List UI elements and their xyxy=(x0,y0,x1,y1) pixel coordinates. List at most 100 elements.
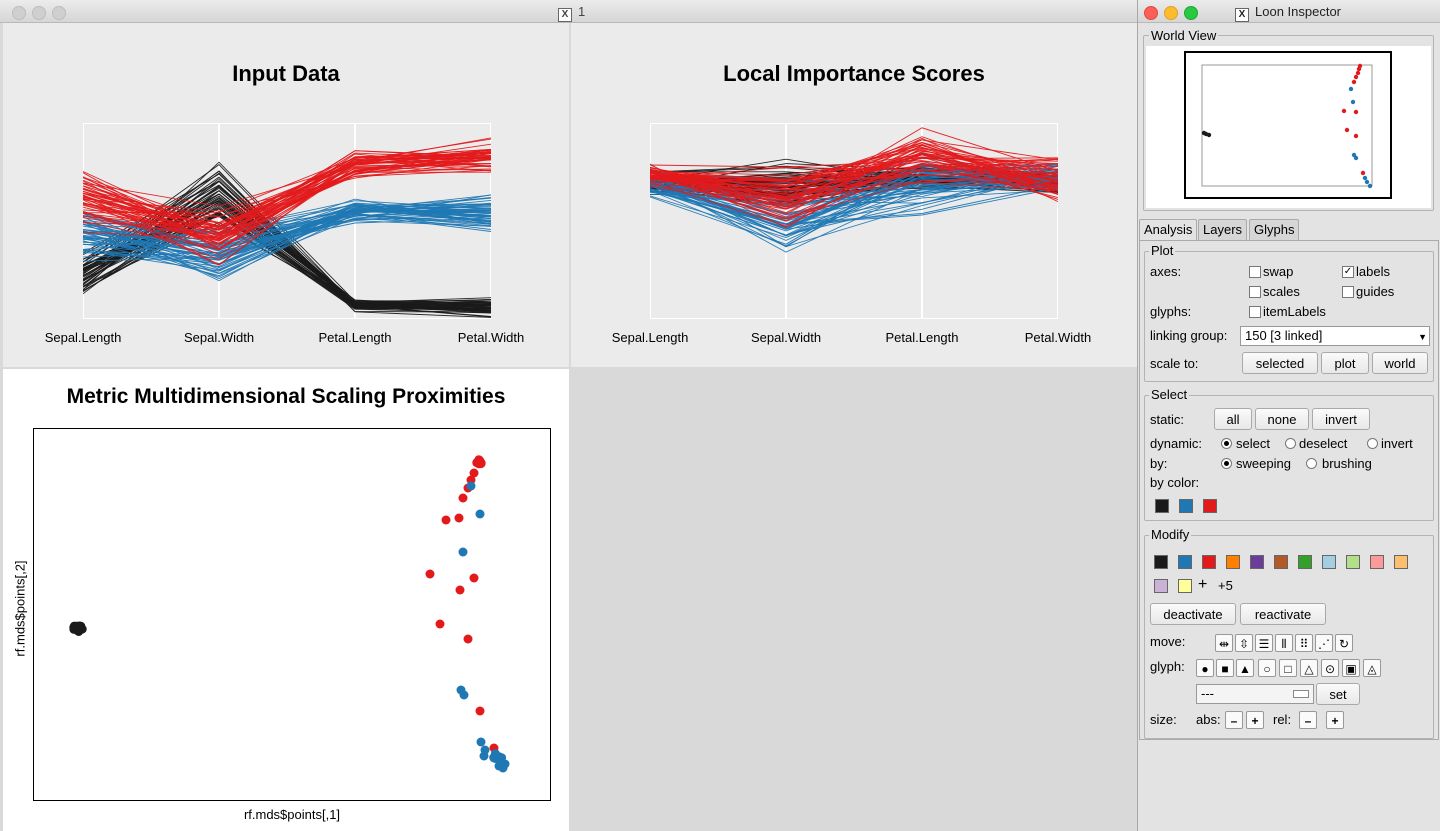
select-invert-button[interactable]: invert xyxy=(1312,408,1370,430)
scales-checkbox[interactable] xyxy=(1249,286,1261,298)
move-hdist-icon[interactable]: ☰ xyxy=(1255,634,1273,652)
glyph-triangle-dot-icon[interactable]: ◬ xyxy=(1363,659,1381,677)
data-point xyxy=(458,493,468,503)
glyph-set-button[interactable]: set xyxy=(1316,683,1360,705)
data-line xyxy=(83,157,491,214)
modify-group-label: Modify xyxy=(1149,527,1192,542)
inspector-titlebar[interactable]: X Loon Inspector xyxy=(1138,0,1440,23)
tab-glyphs[interactable]: Glyphs xyxy=(1249,219,1300,240)
data-line xyxy=(83,156,491,231)
by-brushing-radio[interactable] xyxy=(1306,458,1317,469)
modify-color-swatch[interactable] xyxy=(1274,555,1288,569)
glyph-select[interactable]: --- xyxy=(1196,684,1314,704)
modify-color-swatch[interactable] xyxy=(1394,555,1408,569)
scale-to-world-button[interactable]: world xyxy=(1372,352,1428,374)
select-none-button[interactable]: none xyxy=(1255,408,1309,430)
inspector-zoom-button[interactable] xyxy=(1184,6,1198,20)
mds-scatterplot[interactable] xyxy=(33,428,551,801)
importance-plot[interactable]: Local Importance Scores Sepal.Length Sep… xyxy=(571,23,1137,367)
linking-group-select[interactable]: 150 [3 linked] ▼ xyxy=(1240,326,1430,346)
glyph-square-filled-icon[interactable]: ■ xyxy=(1216,659,1234,677)
glyph-circle-open-icon[interactable]: ○ xyxy=(1258,659,1276,677)
modify-color-swatch[interactable] xyxy=(1202,555,1216,569)
zoom-window-button[interactable] xyxy=(52,6,66,20)
size-rel-increase-button[interactable]: + xyxy=(1326,711,1344,729)
size-abs-increase-button[interactable]: + xyxy=(1246,711,1264,729)
modify-color-swatch[interactable] xyxy=(1178,579,1192,593)
data-line xyxy=(83,157,491,251)
linking-group-value: 150 [3 linked] xyxy=(1245,328,1323,343)
move-vdist-icon[interactable]: ⫴ xyxy=(1275,634,1293,652)
data-line xyxy=(83,203,491,265)
glyph-triangle-filled-icon[interactable]: ▲ xyxy=(1236,659,1254,677)
inspector-minimize-button[interactable] xyxy=(1164,6,1178,20)
input-data-plot[interactable]: Input Data Sepal.Length Sepal.Width Peta… xyxy=(3,23,569,367)
input-data-parallel-coordinates[interactable] xyxy=(83,123,491,319)
deactivate-button[interactable]: deactivate xyxy=(1150,603,1236,625)
select-all-button[interactable]: all xyxy=(1214,408,1252,430)
labels-checkbox[interactable]: ✓ xyxy=(1342,266,1354,278)
modify-color-swatch[interactable] xyxy=(1298,555,1312,569)
dynamic-deselect-radio[interactable] xyxy=(1285,438,1296,449)
glyph-triangle-open-icon[interactable]: △ xyxy=(1300,659,1318,677)
input-axis-label: Sepal.Length xyxy=(44,330,122,345)
tab-layers[interactable]: Layers xyxy=(1198,219,1248,240)
scale-to-selected-button[interactable]: selected xyxy=(1242,352,1318,374)
modify-color-swatch[interactable] xyxy=(1250,555,1264,569)
tab-analysis[interactable]: Analysis xyxy=(1139,219,1198,241)
reactivate-button[interactable]: reactivate xyxy=(1240,603,1326,625)
modify-color-swatch[interactable] xyxy=(1226,555,1240,569)
select-group: Select xyxy=(1144,387,1434,521)
by-color-swatch[interactable] xyxy=(1179,499,1193,513)
x11-icon: X xyxy=(1235,8,1249,22)
modify-color-swatch[interactable] xyxy=(1154,555,1168,569)
modify-color-swatch[interactable] xyxy=(1346,555,1360,569)
move-grid-icon[interactable]: ⠿ xyxy=(1295,634,1313,652)
modify-color-swatch[interactable] xyxy=(1370,555,1384,569)
dynamic-select-radio[interactable] xyxy=(1221,438,1232,449)
analysis-tab-panel xyxy=(1139,240,1439,740)
world-view-point xyxy=(1341,108,1347,114)
scale-to-label: scale to: xyxy=(1150,356,1199,371)
modify-color-swatch[interactable] xyxy=(1322,555,1336,569)
swap-checkbox[interactable] xyxy=(1249,266,1261,278)
item-labels-checkbox[interactable] xyxy=(1249,306,1261,318)
data-line xyxy=(650,156,1058,218)
glyph-circle-dot-icon[interactable]: ⊙ xyxy=(1321,659,1339,677)
inspector-close-button[interactable] xyxy=(1144,6,1158,20)
data-point xyxy=(476,737,486,747)
move-jitter-icon[interactable]: ⋰ xyxy=(1315,634,1333,652)
mds-scatterplot-panel[interactable]: Metric Multidimensional Scaling Proximit… xyxy=(3,369,569,831)
close-window-button[interactable] xyxy=(12,6,26,20)
size-rel-decrease-button[interactable]: – xyxy=(1299,711,1317,729)
modify-color-swatch[interactable] xyxy=(1154,579,1168,593)
dynamic-invert-radio[interactable] xyxy=(1367,438,1378,449)
dynamic-deselect-label: deselect xyxy=(1299,436,1348,451)
inspector-title: X Loon Inspector xyxy=(1235,4,1341,22)
minimize-window-button[interactable] xyxy=(32,6,46,20)
world-view-point xyxy=(1353,109,1359,115)
by-color-swatch[interactable] xyxy=(1203,499,1217,513)
world-view-point xyxy=(1348,86,1354,92)
world-view-canvas[interactable] xyxy=(1146,46,1431,208)
modify-color-swatch[interactable] xyxy=(1178,555,1192,569)
plot-group: Plot xyxy=(1144,243,1434,382)
scale-to-plot-button[interactable]: plot xyxy=(1321,352,1369,374)
importance-parallel-coordinates[interactable] xyxy=(650,123,1058,319)
glyphs-label: glyphs: xyxy=(1150,304,1192,319)
glyph-circle-filled-icon[interactable]: ● xyxy=(1196,659,1214,677)
guides-checkbox[interactable] xyxy=(1342,286,1354,298)
move-halign-icon[interactable]: ⇹ xyxy=(1215,634,1233,652)
by-sweeping-radio[interactable] xyxy=(1221,458,1232,469)
move-valign-icon[interactable]: ⇳ xyxy=(1235,634,1253,652)
more-colors-count[interactable]: +5 xyxy=(1218,578,1233,593)
size-abs-decrease-button[interactable]: – xyxy=(1225,711,1243,729)
glyph-square-dot-icon[interactable]: ▣ xyxy=(1342,659,1360,677)
glyph-square-open-icon[interactable]: □ xyxy=(1279,659,1297,677)
move-reset-icon[interactable]: ↻ xyxy=(1335,634,1353,652)
size-rel-label: rel: xyxy=(1273,712,1292,727)
by-color-swatch[interactable] xyxy=(1155,499,1169,513)
input-data-title: Input Data xyxy=(232,61,340,86)
add-color-icon[interactable]: + xyxy=(1198,576,1208,593)
